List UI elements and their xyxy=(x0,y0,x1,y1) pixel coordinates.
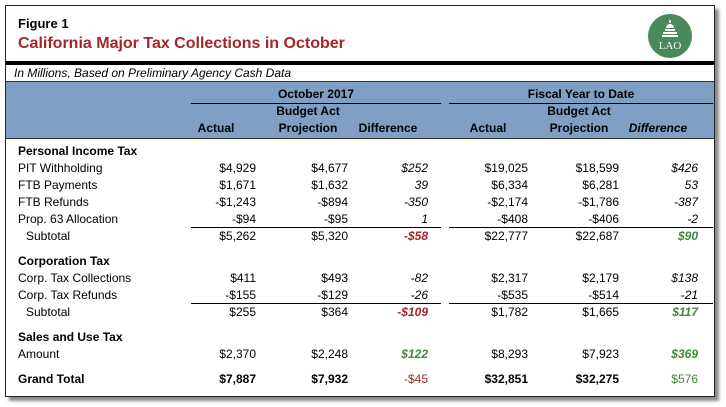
row-label: PIT Withholding xyxy=(18,161,103,175)
table-cell: $18,599 xyxy=(575,161,619,175)
table-cell: $138 xyxy=(671,271,698,285)
column-header-ytd-difference: Difference xyxy=(628,121,688,135)
column-header-difference: Difference xyxy=(358,121,418,135)
table-cell: $19,025 xyxy=(484,161,528,175)
table-cell: $22,687 xyxy=(575,229,619,243)
table-cell: $2,248 xyxy=(311,347,348,361)
table-cell: $4,677 xyxy=(311,161,348,175)
table-cell: -$894 xyxy=(317,195,348,209)
table-cell: -$45 xyxy=(403,372,428,386)
table-cell: -$1,243 xyxy=(215,195,256,209)
table-cell: $369 xyxy=(671,347,698,361)
row-label: Prop. 63 Allocation xyxy=(18,212,119,226)
row-label: Corp. Tax Refunds xyxy=(18,288,118,302)
header-group-rule xyxy=(191,103,441,104)
table-subtitle: In Millions, Based on Preliminary Agency… xyxy=(14,66,292,80)
table-cell: $252 xyxy=(401,161,428,175)
table-header: October 2017 Fiscal Year to Date Actual B… xyxy=(6,81,714,139)
section-heading: Personal Income Tax xyxy=(18,144,138,158)
column-header-ytd-projection: Projection xyxy=(549,121,609,135)
table-cell: -$2,174 xyxy=(487,195,528,209)
subtotal-rule xyxy=(449,303,713,304)
table-cell: $7,887 xyxy=(219,372,256,386)
header-group-october: October 2017 xyxy=(277,87,355,101)
table-cell: -$1,786 xyxy=(578,195,619,209)
table-cell: $1,782 xyxy=(491,305,528,319)
table-cell: -$155 xyxy=(225,288,256,302)
table-cell: $364 xyxy=(321,305,348,319)
section-heading: Corporation Tax xyxy=(18,254,110,268)
table-cell: 1 xyxy=(421,212,428,226)
table-cell: $7,923 xyxy=(582,347,619,361)
table-cell: -$129 xyxy=(317,288,348,302)
table-cell: $1,632 xyxy=(311,178,348,192)
table-cell: $1,671 xyxy=(219,178,256,192)
column-header-actual: Actual xyxy=(197,121,235,135)
table-cell: -82 xyxy=(410,271,428,285)
table-cell: $5,262 xyxy=(219,229,256,243)
table-cell: $2,179 xyxy=(582,271,619,285)
table-cell: $1,665 xyxy=(582,305,619,319)
row-label: Amount xyxy=(18,347,60,361)
table-cell: $255 xyxy=(229,305,256,319)
column-header-projection: Projection xyxy=(278,121,338,135)
table-cell: $4,929 xyxy=(219,161,256,175)
column-header-projection: Budget Act xyxy=(276,104,340,118)
table-cell: 53 xyxy=(684,178,698,192)
table-cell: -$58 xyxy=(403,229,428,243)
subtotal-rule xyxy=(191,227,441,228)
row-label: FTB Payments xyxy=(18,178,98,192)
table-cell: -21 xyxy=(680,288,698,302)
table-cell: $117 xyxy=(672,305,698,319)
column-header-ytd-projection: Budget Act xyxy=(547,104,611,118)
figure-label: Figure 1 xyxy=(18,16,69,31)
row-label: Subtotal xyxy=(26,229,71,243)
table-cell: -$109 xyxy=(397,305,428,319)
table-cell: $576 xyxy=(671,372,698,386)
table-cell: 39 xyxy=(414,178,428,192)
subtotal-rule xyxy=(191,303,441,304)
table-cell: $22,777 xyxy=(484,229,528,243)
table-cell: $493 xyxy=(321,271,348,285)
row-label: Subtotal xyxy=(26,305,71,319)
header-group-rule xyxy=(449,103,713,104)
table-cell: $32,851 xyxy=(484,372,528,386)
figure-title: California Major Tax Collections in Octo… xyxy=(18,35,345,52)
column-header-ytd-actual: Actual xyxy=(469,121,507,135)
title-rule xyxy=(6,61,714,65)
row-label: Grand Total xyxy=(18,372,85,386)
table-cell: -$408 xyxy=(497,212,528,226)
subtotal-rule xyxy=(449,227,713,228)
row-label: FTB Refunds xyxy=(18,195,89,209)
lao-logo: LAO xyxy=(648,14,692,58)
table-cell: $90 xyxy=(677,229,698,243)
table-cell: $122 xyxy=(401,347,428,361)
row-label: Corp. Tax Collections xyxy=(18,271,132,285)
table-cell: -387 xyxy=(673,195,698,209)
capitol-dome-icon xyxy=(662,20,678,37)
table-cell: $6,334 xyxy=(491,178,528,192)
table-cell: -350 xyxy=(403,195,428,209)
table-cell: -$95 xyxy=(323,212,348,226)
table-cell: -$535 xyxy=(497,288,528,302)
logo-text: LAO xyxy=(658,40,682,52)
table-cell: $426 xyxy=(671,161,698,175)
table-cell: -$406 xyxy=(588,212,619,226)
table-cell: $2,370 xyxy=(219,347,256,361)
table-cell: $32,275 xyxy=(575,372,619,386)
header-group-fiscal-year: Fiscal Year to Date xyxy=(527,87,635,101)
table-cell: -$94 xyxy=(231,212,256,226)
table-cell: $2,317 xyxy=(491,271,528,285)
figure-frame: Figure 1 California Major Tax Collection… xyxy=(5,5,715,397)
table-cell: $7,932 xyxy=(311,372,348,386)
table-cell: -26 xyxy=(410,288,428,302)
section-heading: Sales and Use Tax xyxy=(18,330,123,344)
table-cell: $5,320 xyxy=(311,229,348,243)
table-cell: -2 xyxy=(687,212,698,226)
table-cell: $411 xyxy=(230,271,256,285)
table-cell: $6,281 xyxy=(582,178,619,192)
table-cell: -$514 xyxy=(588,288,619,302)
table-cell: $8,293 xyxy=(491,347,528,361)
